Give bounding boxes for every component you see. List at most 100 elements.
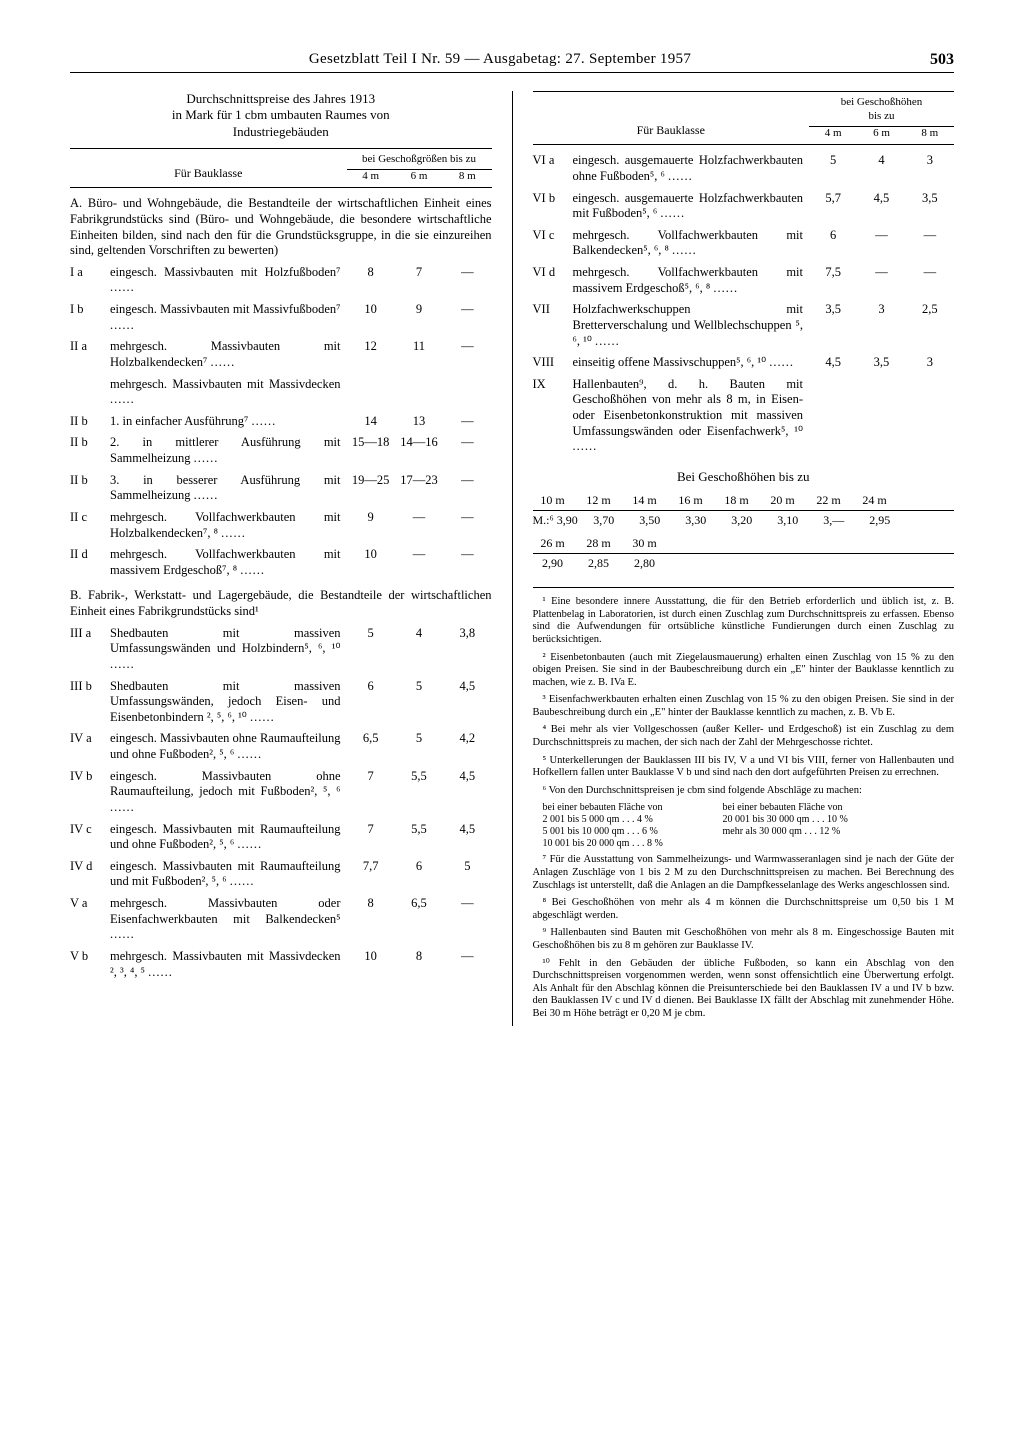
val-4m: 6 [809, 228, 857, 244]
height-table-title: Bei Geschoßhöhen bis zu [533, 469, 955, 485]
val-8m: — [443, 949, 491, 965]
height-cell: 3,20 [722, 513, 762, 528]
table-row: III bShedbauten mit massiven Umfassungsw… [70, 679, 492, 726]
col-label: Für Bauklasse [70, 164, 347, 183]
val-6m: 7 [395, 265, 443, 281]
row-desc: mehrgesch. Massivbauten oder Eisenfachwe… [110, 896, 347, 943]
height-cell: 20 m [763, 493, 803, 508]
row-key: IV a [70, 731, 110, 747]
height-cell: 2,85 [579, 556, 619, 571]
height-cell: 3,30 [676, 513, 716, 528]
row-desc: mehrgesch. Vollfachwerkbauten mit massiv… [110, 547, 347, 578]
left-column: Durchschnittspreise des Jahres 1913 in M… [70, 91, 492, 1026]
row-key: V a [70, 896, 110, 912]
row-desc: mehrgesch. Massivbauten mit Massivdecken… [110, 377, 347, 408]
table-row: II b2. in mittlerer Ausführung mit Samme… [70, 435, 492, 466]
row-desc: 2. in mittlerer Ausführung mit Sammelhei… [110, 435, 347, 466]
val-8m: — [443, 473, 491, 489]
row-key: VI c [533, 228, 573, 244]
row-desc: eingesch. Massivbauten mit Holzfußboden⁷… [110, 265, 347, 296]
val-6m: 5,5 [395, 822, 443, 838]
val-8m: 3,8 [443, 626, 491, 642]
height-cell: 24 m [855, 493, 895, 508]
table-row: III aShedbauten mit massiven Umfassungsw… [70, 626, 492, 673]
table-row: VI cmehrgesch. Vollfachwerkbauten mit Ba… [533, 228, 955, 259]
val-6m: 5 [395, 679, 443, 695]
table-row: VIIHolzfachwerkschuppen mit Bretterversc… [533, 302, 955, 349]
height-cell: 16 m [671, 493, 711, 508]
row-desc: mehrgesch. Vollfachwerkbauten mit Holzba… [110, 510, 347, 541]
val-4m: 5 [347, 626, 395, 642]
table-row: II dmehrgesch. Vollfachwerkbauten mit ma… [70, 547, 492, 578]
table-row: VI aeingesch. ausgemauerte Holzfachwerkb… [533, 153, 955, 184]
table-header-left: Für Bauklasse bei Geschoßgrößen bis zu 4… [70, 148, 492, 189]
val-8m: — [906, 228, 954, 244]
height-cell: 12 m [579, 493, 619, 508]
row-key: II b [70, 473, 110, 489]
val-8m: 4,5 [443, 822, 491, 838]
val-6m: 17—23 [395, 473, 443, 489]
right-column: Für Bauklasse bei Geschoßhöhenbis zu 4 m… [533, 91, 955, 1026]
header-title: Gesetzblatt Teil I Nr. 59 — Ausgabetag: … [70, 50, 930, 70]
table-header-right: Für Bauklasse bei Geschoßhöhenbis zu 4 m… [533, 91, 955, 145]
table-row: VI beingesch. ausgemauerte Holzfachwerkb… [533, 191, 955, 222]
val-6m: 3,5 [857, 355, 905, 371]
val-8m: 3,5 [906, 191, 954, 207]
val-6m: — [395, 510, 443, 526]
val-4m: 7 [347, 822, 395, 838]
row-desc: eingesch. Massivbauten ohne Raumaufteilu… [110, 769, 347, 816]
val-4m: 10 [347, 547, 395, 563]
val-4m: 4,5 [809, 355, 857, 371]
val-4m: 10 [347, 949, 395, 965]
row-key: I b [70, 302, 110, 318]
table-row: IV deingesch. Massivbauten mit Raumaufte… [70, 859, 492, 890]
table-row: IV ceingesch. Massivbauten mit Raumaufte… [70, 822, 492, 853]
height-cell: 2,95 [860, 513, 900, 528]
val-6m: 11 [395, 339, 443, 355]
val-6m: 9 [395, 302, 443, 318]
table-row: V bmehrgesch. Massivbauten mit Massivdec… [70, 949, 492, 980]
row-desc: 3. in besserer Ausführung mit Sammelheiz… [110, 473, 347, 504]
height-cell: 14 m [625, 493, 665, 508]
val-4m: 10 [347, 302, 395, 318]
table-row: II b1. in einfacher Ausführung⁷ ......14… [70, 414, 492, 430]
val-8m: 2,5 [906, 302, 954, 318]
val-8m: — [443, 265, 491, 281]
height-cell: 3,50 [630, 513, 670, 528]
row-desc: eingesch. ausgemauerte Holzfachwerkbaute… [573, 153, 810, 184]
table-caption: Durchschnittspreise des Jahres 1913 in M… [70, 91, 492, 140]
row-key: VI d [533, 265, 573, 281]
footnote: ⁶ Von den Durchschnittspreisen je cbm si… [533, 785, 955, 798]
footnote-table: bei einer bebauten Fläche vonbei einer b… [543, 802, 955, 850]
val-8m: — [443, 302, 491, 318]
row-desc: 1. in einfacher Ausführung⁷ ...... [110, 414, 347, 430]
row-desc: Holzfachwerkschuppen mit Bretterverschal… [573, 302, 810, 349]
footnote-table-row: 2 001 bis 5 000 qm . . . 4 %20 001 bis 3… [543, 814, 955, 826]
row-key: VI b [533, 191, 573, 207]
table-row: IV aeingesch. Massivbauten ohne Raumauft… [70, 731, 492, 762]
val-4m: 8 [347, 896, 395, 912]
footnotes: ¹ Eine besondere innere Ausstattung, die… [533, 587, 955, 1020]
row-desc: mehrgesch. Vollfachwerkbauten mit massiv… [573, 265, 810, 296]
row-key: IX [533, 377, 573, 393]
footnote: ⁹ Hallenbauten sind Bauten mit Geschoßhö… [533, 927, 955, 952]
val-6m: — [857, 228, 905, 244]
val-6m: 6 [395, 859, 443, 875]
footnote: ⁷ Für die Ausstattung von Sammelheizungs… [533, 854, 955, 892]
row-key: IV d [70, 859, 110, 875]
val-8m: — [906, 265, 954, 281]
row-desc: mehrgesch. Vollfachwerkbauten mit Balken… [573, 228, 810, 259]
height-cell: 10 m [533, 493, 573, 508]
val-6m: 3 [857, 302, 905, 318]
val-4m: 7,5 [809, 265, 857, 281]
height-table: Bei Geschoßhöhen bis zu 10 m 12 m 14 m 16 m… [533, 469, 955, 573]
table-row: II b3. in besserer Ausführung mit Sammel… [70, 473, 492, 504]
section-a-title: A. Büro- und Wohngebäude, die Bestandtei… [70, 196, 492, 259]
val-8m: 4,2 [443, 731, 491, 747]
col-8m-r: 8 m [906, 127, 954, 141]
row-desc: Shedbauten mit massiven Umfassungswänden… [110, 626, 347, 673]
row-key: II a [70, 339, 110, 355]
row-key: VIII [533, 355, 573, 371]
col-6m-r: 6 m [857, 127, 905, 141]
row-desc: Hallenbauten⁹, d. h. Bauten mit Geschoßh… [573, 377, 810, 455]
